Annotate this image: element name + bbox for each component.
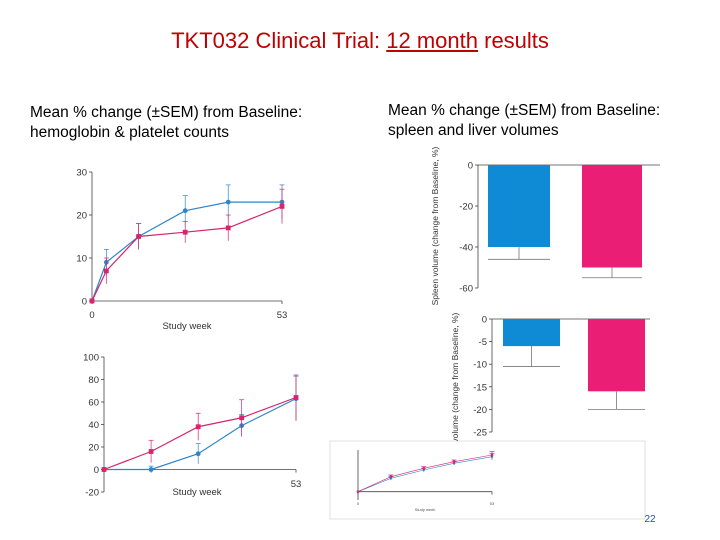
y-tick-label: -60 [459, 284, 473, 295]
x-axis-label: Study week [172, 487, 221, 498]
x-tick-label: 0 [357, 501, 360, 506]
y-tick-label: 100 [83, 353, 99, 364]
data-point [195, 424, 201, 430]
data-point [148, 467, 154, 472]
data-point [148, 449, 154, 454]
y-tick-label: 20 [88, 443, 99, 454]
y-axis-label: Spleen volume (change from Baseline, %) [430, 146, 440, 305]
data-point [182, 229, 188, 235]
y-tick-label: -15 [473, 382, 487, 393]
x-axis-label: Study week [415, 507, 436, 512]
data-point [225, 225, 231, 231]
data-point [356, 490, 360, 493]
left-heading: Mean % change (±SEM) from Baseline: hemo… [30, 103, 302, 143]
right-heading: Mean % change (±SEM) from Baseline: sple… [388, 101, 660, 141]
y-tick-label: 60 [88, 398, 99, 409]
data-point [136, 234, 142, 239]
y-tick-label: 20 [76, 211, 87, 222]
left-heading-line2: hemoglobin & platelet counts [30, 124, 230, 141]
spleen-volume-chart: 0 -20 -40 -60 Spleen volume (change from Bas… [430, 146, 660, 305]
data-point [279, 204, 285, 209]
inset-chart: 0 53 Study week [329, 440, 646, 520]
y-tick-label: 0 [468, 161, 473, 172]
bar [588, 319, 645, 392]
data-point [293, 395, 299, 400]
data-point [89, 298, 95, 304]
page-number: 22 [644, 514, 656, 525]
series-line [91, 201, 282, 302]
x-tick-label: 0 [89, 310, 94, 321]
y-tick-label: 10 [76, 254, 87, 265]
y-tick-label: -20 [459, 202, 473, 213]
data-point [101, 467, 107, 472]
slide-title: TKT032 Clinical Trial: 12 month results [0, 28, 720, 54]
left-heading-line1: Mean % change (±SEM) from Baseline: [30, 104, 303, 121]
data-point [490, 453, 494, 457]
data-point [195, 451, 201, 457]
liver-volume-chart: 0 -5 -10 -15 -20 -25 Liver volume (change from… [450, 312, 650, 463]
data-point [452, 460, 456, 463]
y-tick-label: 40 [88, 420, 99, 431]
title-underlined: 12 month [386, 28, 478, 53]
y-tick-label: 30 [76, 168, 87, 179]
y-tick-label: 0 [94, 465, 99, 476]
right-heading-line2: spleen and liver volumes [388, 122, 559, 139]
data-point [422, 467, 425, 470]
data-point [225, 199, 231, 205]
x-axis-label: Study week [162, 321, 211, 332]
y-tick-label: -40 [459, 243, 473, 254]
inset-frame [329, 440, 646, 520]
x-tick-label: 53 [291, 479, 302, 490]
series-line [91, 205, 283, 302]
x-tick-label: 53 [490, 501, 495, 506]
bar [582, 165, 642, 268]
y-tick-label: 0 [82, 297, 87, 308]
y-tick-label: -20 [473, 405, 487, 416]
title-suffix: results [478, 28, 549, 53]
x-tick-label: 53 [277, 310, 288, 321]
data-point [182, 208, 188, 214]
y-axis-label: Liver volume (change from Baseline, %) [450, 312, 460, 463]
data-point [103, 268, 109, 274]
y-tick-label: -5 [479, 337, 487, 348]
data-point [239, 415, 245, 421]
y-tick-label: -10 [473, 360, 487, 371]
y-tick-label: -20 [85, 488, 99, 499]
platelet-chart: -20 0 20 40 60 80 100 53 Study week [83, 353, 301, 499]
bar [488, 165, 550, 247]
y-tick-label: -25 [473, 428, 487, 439]
right-heading-line1: Mean % change (±SEM) from Baseline: [388, 102, 661, 119]
bar [503, 319, 560, 347]
title-prefix: TKT032 Clinical Trial: [171, 28, 387, 53]
series-line [103, 396, 297, 471]
y-tick-label: 0 [482, 315, 487, 326]
hemoglobin-platelet-chart: 0 10 20 30 0 53 Study week [76, 168, 287, 333]
data-point [389, 475, 393, 478]
y-tick-label: 80 [88, 375, 99, 386]
